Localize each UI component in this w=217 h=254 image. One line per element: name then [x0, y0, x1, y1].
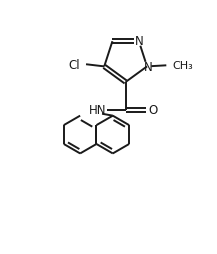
Text: N: N — [144, 61, 153, 74]
Text: CH₃: CH₃ — [172, 61, 193, 71]
Text: N: N — [135, 35, 143, 47]
Text: O: O — [148, 104, 158, 117]
Text: HN: HN — [89, 104, 106, 117]
Text: Cl: Cl — [68, 58, 80, 71]
